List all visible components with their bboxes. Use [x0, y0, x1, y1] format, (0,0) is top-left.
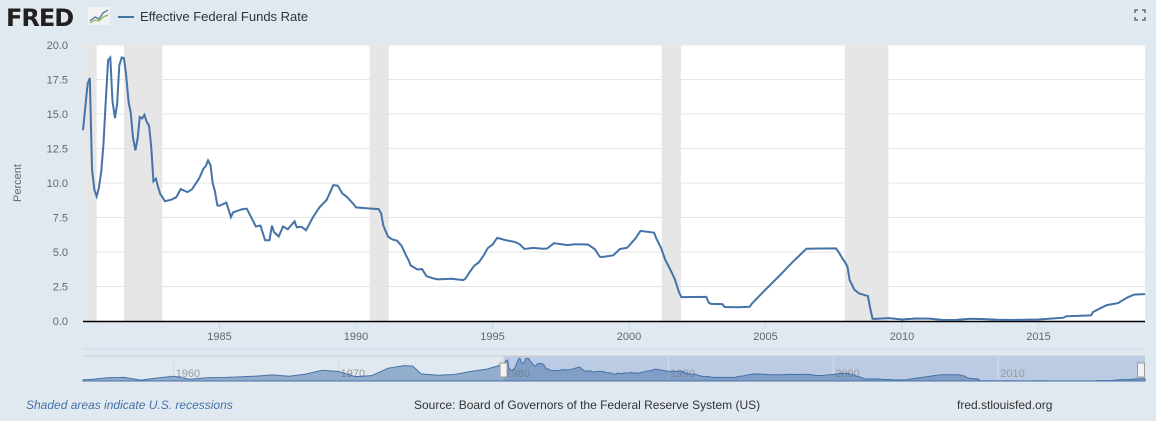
y-axis-label: Percent [12, 164, 24, 202]
x-tick-label: 2005 [753, 331, 777, 343]
x-tick-label: 1985 [207, 331, 231, 343]
series-line [82, 55, 1146, 322]
y-tick-label: 12.5 [47, 144, 68, 156]
legend-item[interactable]: Effective Federal Funds Rate [118, 9, 308, 24]
y-tick-label: 10.0 [47, 178, 68, 190]
y-tick-label: 15.0 [47, 109, 68, 121]
legend-label: Effective Federal Funds Rate [140, 9, 309, 24]
source-note: Source: Board of Governors of the Federa… [414, 398, 761, 412]
navigator-handle[interactable] [1137, 362, 1145, 378]
fullscreen-icon[interactable] [1134, 8, 1146, 21]
recession-note[interactable]: Shaded areas indicate U.S. recessions [26, 398, 233, 412]
x-tick-label: 2015 [1026, 331, 1050, 343]
navigator-tick-label: 2010 [1000, 368, 1024, 380]
line-chart: 0.0 2.5 5.0 7.5 10.0 12.5 15.0 17.5 20.0 Percent 1… [12, 40, 1146, 382]
navigator-handle[interactable] [499, 362, 508, 378]
navigator-tick-label: 1960 [176, 368, 200, 380]
site-link[interactable]: fred.stlouisfed.org [957, 398, 1053, 412]
y-tick-label: 7.5 [53, 213, 68, 225]
y-tick-label: 5.0 [53, 247, 68, 259]
x-tick-label: 1995 [480, 331, 504, 343]
legend-swatch [118, 15, 134, 18]
chart-logo-icon [88, 7, 110, 25]
x-tick-label: 2000 [617, 331, 641, 343]
x-tick-label: 1990 [344, 331, 368, 343]
x-tick-label: 2010 [890, 331, 914, 343]
y-tick-label: 17.5 [47, 75, 68, 87]
navigator-series [82, 357, 1146, 382]
fred-logo[interactable]: FRED [6, 4, 74, 32]
y-tick-label: 2.5 [53, 282, 68, 294]
y-tick-label: 20.0 [47, 40, 68, 52]
y-tick-label: 0.0 [53, 316, 68, 328]
